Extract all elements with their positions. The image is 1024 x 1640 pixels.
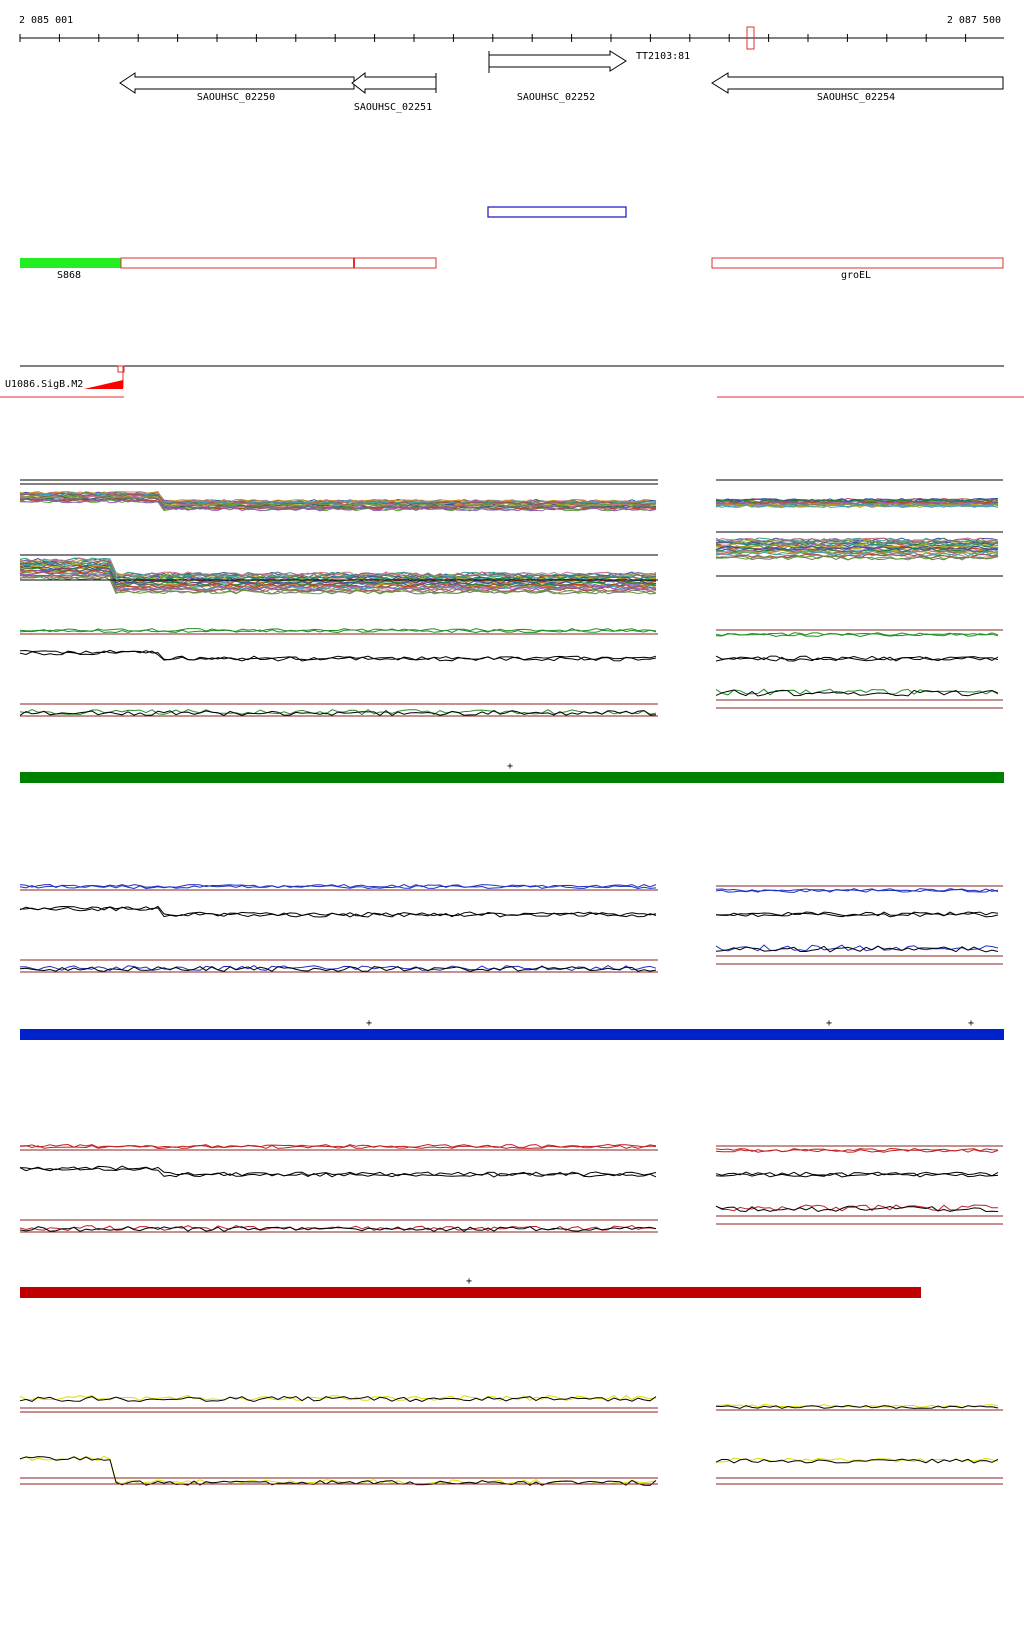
expression-trace xyxy=(19,906,657,918)
expression-trace xyxy=(715,1148,999,1154)
condition-bar-blue[interactable]: + + + xyxy=(20,1018,1004,1040)
motif-label: U1086.SigB.M2 xyxy=(5,379,83,390)
expression-trace xyxy=(715,945,999,953)
expression-trace xyxy=(715,688,999,696)
selected-feature-box[interactable] xyxy=(487,206,627,218)
gene-label: SAOUHSC_02254 xyxy=(817,92,895,103)
condition-bar-green[interactable]: + xyxy=(20,761,1004,783)
expression-trace xyxy=(715,543,999,549)
expression-trace xyxy=(715,689,999,697)
expression-trace xyxy=(19,569,657,589)
expression-trace xyxy=(715,504,999,509)
expression-trace xyxy=(715,539,999,545)
gene-label: SAOUHSC_02250 xyxy=(197,92,275,103)
strand-mark: + xyxy=(968,1018,974,1029)
expression-trace xyxy=(715,656,999,662)
expression-trace xyxy=(19,628,657,634)
gene-02252[interactable]: SAOUHSC_02252 xyxy=(488,50,627,103)
expression-tracks xyxy=(19,479,1003,1486)
expression-trace xyxy=(715,1458,999,1464)
expression-trace xyxy=(19,571,657,591)
expression-trace xyxy=(715,1404,999,1409)
expression-trace xyxy=(715,633,999,638)
expression-trace xyxy=(19,650,657,662)
gene-02254[interactable]: SAOUHSC_02254 xyxy=(711,72,1004,103)
expression-trace xyxy=(19,496,657,510)
expression-trace xyxy=(19,565,657,585)
expression-trace xyxy=(715,888,999,893)
expression-trace xyxy=(715,499,999,504)
gene-02250[interactable]: SAOUHSC_02250 xyxy=(119,72,355,103)
expression-trace xyxy=(19,1455,657,1485)
strand-mark: + xyxy=(366,1018,372,1029)
region-label: groEL xyxy=(841,270,871,281)
expression-trace xyxy=(19,1144,657,1150)
expression-trace xyxy=(19,627,657,633)
gene-label: SAOUHSC_02251 xyxy=(354,102,432,113)
terminator-label: TT2103:81 xyxy=(636,51,690,62)
expression-trace xyxy=(715,1172,999,1178)
expression-trace xyxy=(715,551,999,557)
expression-trace xyxy=(19,884,657,890)
expression-trace xyxy=(19,493,657,506)
gene-label: SAOUHSC_02252 xyxy=(517,92,595,103)
gene-02251[interactable]: SAOUHSC_02251 xyxy=(351,71,437,113)
expression-trace xyxy=(19,1166,657,1178)
strand-mark: + xyxy=(826,1018,832,1029)
expression-trace xyxy=(19,965,657,972)
expression-trace xyxy=(19,557,657,577)
expression-trace xyxy=(19,709,657,717)
position-marker[interactable] xyxy=(746,26,755,50)
region-groel[interactable]: groEL xyxy=(711,257,1004,281)
expression-trace xyxy=(19,561,657,581)
expression-trace xyxy=(715,912,999,918)
region-s868[interactable]: S868 xyxy=(20,258,121,281)
expression-trace xyxy=(19,1456,657,1486)
expression-trace xyxy=(715,545,999,551)
expression-trace xyxy=(715,497,999,503)
expression-trace xyxy=(19,1395,657,1403)
strand-mark: + xyxy=(507,761,513,772)
expression-trace xyxy=(715,1204,998,1212)
expression-trace xyxy=(715,501,999,506)
condition-bar-red[interactable]: + xyxy=(20,1276,921,1298)
region-operon[interactable] xyxy=(120,257,437,269)
expression-trace xyxy=(19,567,657,587)
expression-trace xyxy=(715,1205,999,1213)
expression-trace xyxy=(19,1394,657,1402)
region-label: S868 xyxy=(57,270,81,281)
expression-trace xyxy=(19,966,657,973)
strand-mark: + xyxy=(466,1276,472,1287)
expression-trace xyxy=(19,559,657,579)
expression-trace xyxy=(716,541,999,547)
ruler-start-label: 2 085 001 xyxy=(19,15,73,26)
expression-trace xyxy=(715,888,999,892)
expression-trace xyxy=(715,655,999,661)
expression-trace xyxy=(715,543,999,549)
expression-trace xyxy=(19,575,657,595)
expression-trace xyxy=(715,547,999,553)
motif-sigb[interactable]: U1086.SigB.M2 xyxy=(0,365,125,398)
expression-trace xyxy=(715,555,999,561)
ruler-ticks xyxy=(19,34,967,42)
expression-trace xyxy=(19,1226,657,1233)
expression-trace xyxy=(715,502,999,507)
expression-trace xyxy=(19,498,657,511)
ruler-end-label: 2 087 500 xyxy=(947,15,1001,26)
